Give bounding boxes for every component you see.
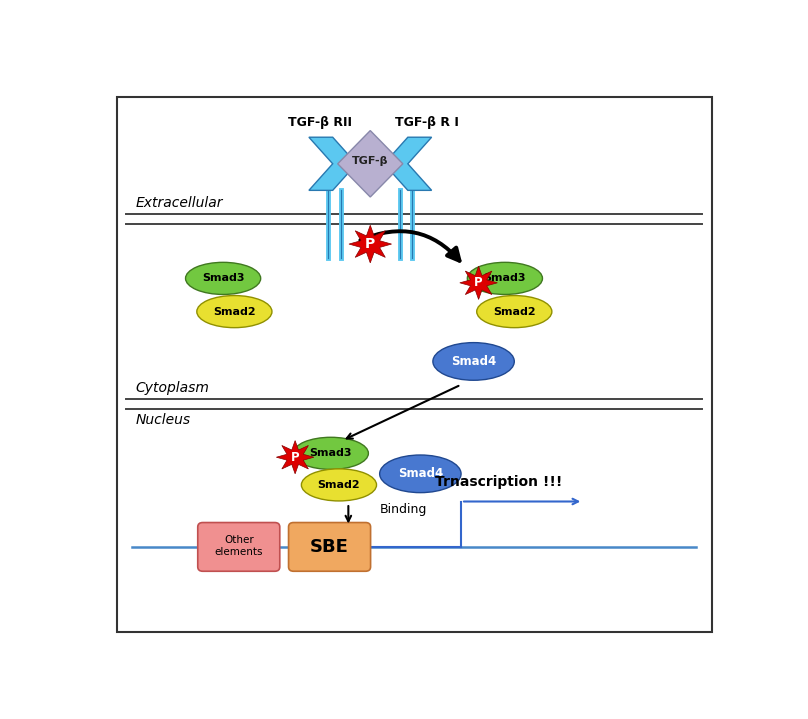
Text: Trnascription !!!: Trnascription !!! (435, 475, 562, 490)
FancyBboxPatch shape (288, 523, 371, 572)
Text: Smad2: Smad2 (213, 306, 255, 316)
Polygon shape (460, 266, 498, 299)
Text: Cytoplasm: Cytoplasm (136, 381, 209, 395)
Text: Smad4: Smad4 (398, 467, 443, 480)
FancyBboxPatch shape (198, 523, 280, 572)
Text: Smad3: Smad3 (309, 449, 352, 458)
Ellipse shape (477, 296, 552, 328)
Ellipse shape (301, 469, 377, 501)
Text: Binding: Binding (380, 503, 427, 516)
Text: TGF-β R I: TGF-β R I (394, 116, 459, 129)
Text: Smad2: Smad2 (318, 480, 360, 490)
Text: Nucleus: Nucleus (136, 413, 191, 427)
Ellipse shape (433, 343, 515, 380)
Text: Smad3: Smad3 (484, 273, 526, 283)
Ellipse shape (293, 437, 368, 470)
Text: P: P (474, 276, 483, 289)
Ellipse shape (186, 262, 261, 295)
Polygon shape (309, 137, 356, 191)
Polygon shape (338, 131, 403, 197)
Ellipse shape (380, 455, 461, 493)
FancyArrowPatch shape (360, 232, 460, 261)
Text: P: P (365, 237, 376, 251)
Ellipse shape (467, 262, 542, 295)
Text: Smad2: Smad2 (493, 306, 536, 316)
Text: Smad3: Smad3 (202, 273, 244, 283)
Polygon shape (384, 137, 431, 191)
Text: TGF-β: TGF-β (352, 156, 389, 166)
Text: TGF-β RII: TGF-β RII (288, 116, 352, 129)
Text: Smad4: Smad4 (451, 355, 496, 368)
Polygon shape (276, 441, 314, 474)
Text: Other
elements: Other elements (214, 535, 263, 557)
Text: SBE: SBE (310, 538, 349, 556)
Polygon shape (349, 225, 392, 263)
Ellipse shape (197, 296, 272, 328)
Text: P: P (291, 451, 300, 464)
Text: Extracellular: Extracellular (136, 196, 223, 210)
